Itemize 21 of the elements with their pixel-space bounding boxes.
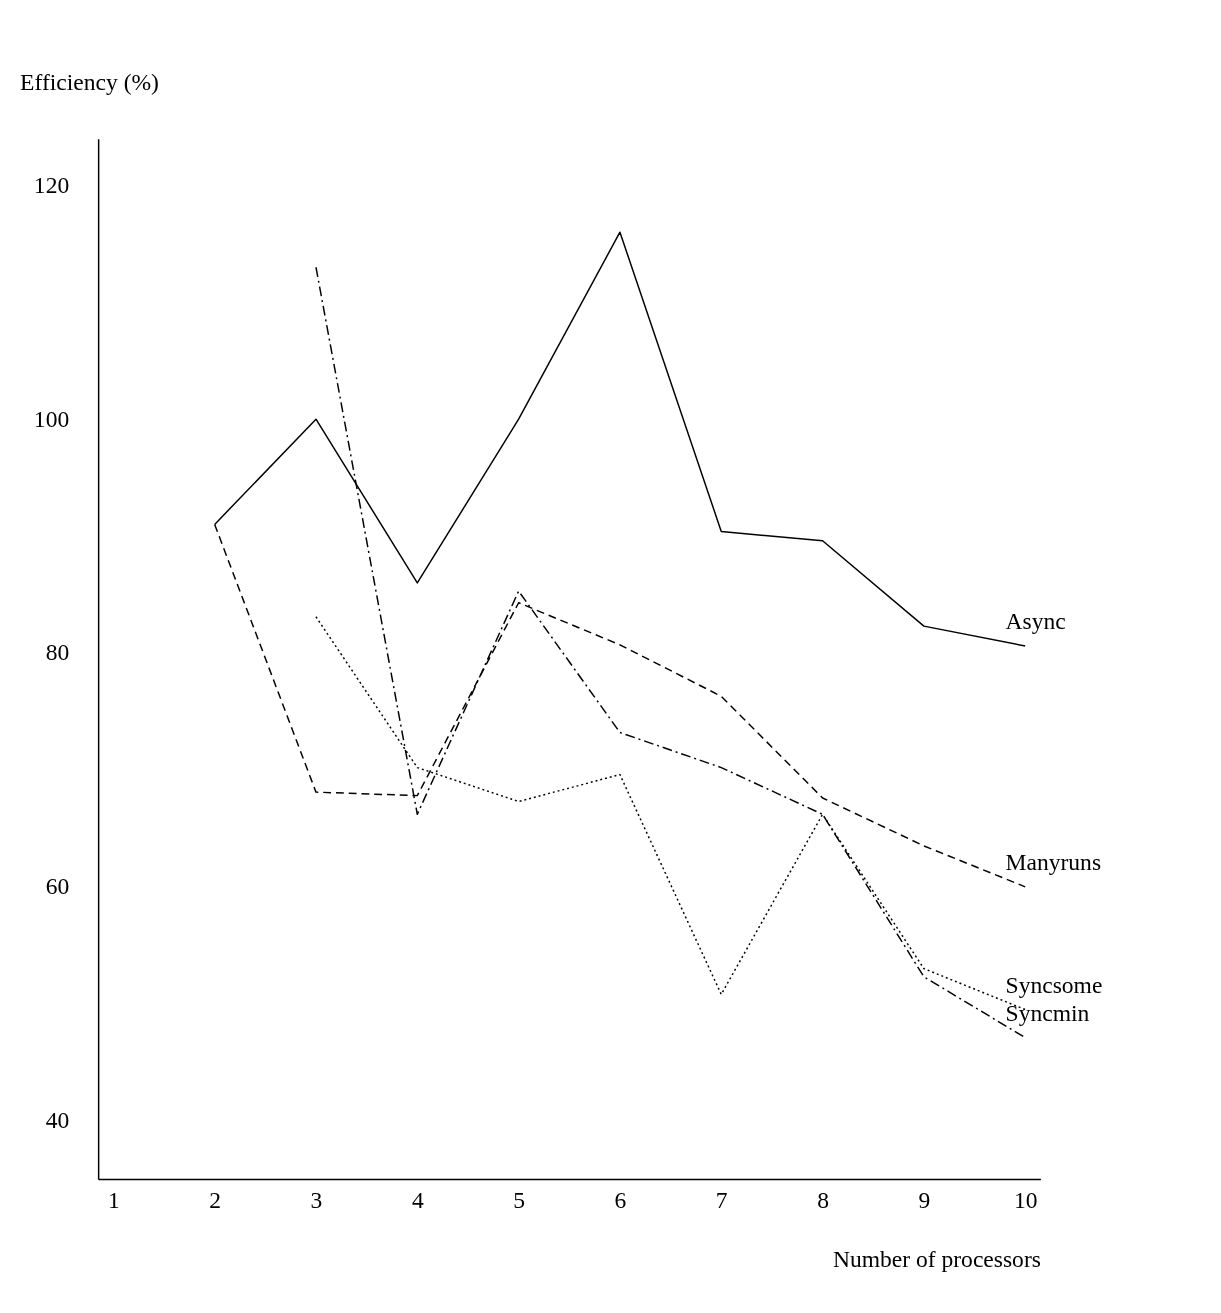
x-tick-label: 7: [715, 1187, 728, 1214]
x-tick-label: 2: [209, 1187, 222, 1214]
y-tick-label: 40: [45, 1106, 70, 1133]
x-tick-label: 9: [918, 1187, 931, 1214]
x-tick-label: 3: [310, 1187, 323, 1214]
x-tick-label: 6: [614, 1187, 627, 1214]
y-axis-title: Efficiency (%): [20, 69, 159, 96]
series-label: Syncsome: [1005, 971, 1103, 998]
y-tick-label: 120: [33, 171, 70, 198]
x-tick-label: 8: [817, 1187, 829, 1214]
x-tick-label: 10: [1013, 1187, 1038, 1214]
x-tick-label: 5: [513, 1187, 525, 1214]
y-tick-label: 60: [45, 873, 70, 900]
y-tick-label: 80: [45, 639, 70, 666]
series-label: Syncmin: [1005, 999, 1090, 1026]
x-tick-label: 1: [107, 1187, 120, 1214]
series-label: Async: [1005, 608, 1066, 635]
series-label: Manyruns: [1005, 849, 1102, 876]
x-axis-title: Number of processors: [832, 1245, 1041, 1272]
y-tick-label: 100: [33, 405, 70, 432]
x-tick-label: 4: [411, 1187, 424, 1214]
